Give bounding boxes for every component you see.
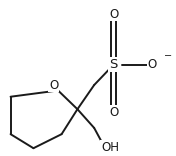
Text: −: −	[164, 51, 172, 61]
Text: O: O	[109, 106, 118, 119]
Text: S: S	[109, 58, 118, 71]
Text: OH: OH	[101, 141, 119, 154]
Text: O: O	[49, 78, 58, 92]
Text: O: O	[148, 58, 157, 71]
Text: O: O	[109, 7, 118, 21]
